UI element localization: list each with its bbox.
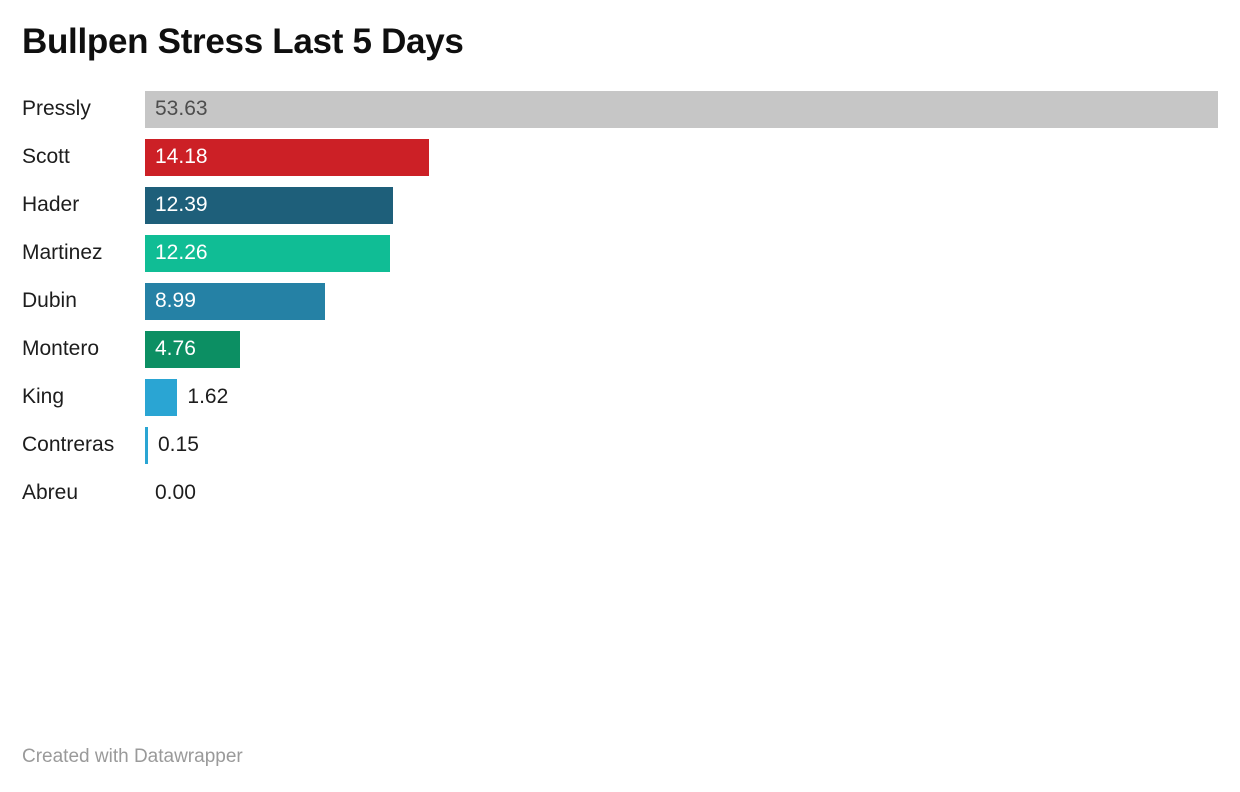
bar: 14.18	[145, 138, 429, 176]
bar-value: 4.76	[155, 337, 196, 360]
bar-chart-rows: Pressly 53.63 Scott 14.18 Hader 12.39 Martinez…	[0, 85, 1240, 517]
bar: 8.99	[145, 282, 325, 320]
datawrapper-credit: Created with Datawrapper	[22, 746, 243, 767]
bar: 12.26	[145, 234, 391, 272]
bar-label: Pressly	[22, 97, 91, 120]
bar-row: Montero 4.76	[0, 325, 1240, 373]
bar-row: Scott 14.18	[0, 133, 1240, 181]
bar-value: 14.18	[155, 145, 208, 168]
bar-track: 0.00	[145, 475, 1218, 512]
bar-label: Martinez	[22, 241, 103, 264]
bar: 53.63	[145, 90, 1218, 128]
bar-row: Dubin 8.99	[0, 277, 1240, 325]
bar-value: 8.99	[155, 289, 196, 312]
bar-row: Contreras 0.15	[0, 421, 1240, 469]
bar-track: 8.99	[145, 282, 1218, 320]
bar-value: 0.00	[155, 481, 196, 504]
bar-row: King 1.62	[0, 373, 1240, 421]
bar-value: 12.39	[155, 193, 208, 216]
bar-label: Dubin	[22, 289, 77, 312]
bar-track: 12.26	[145, 234, 1218, 272]
bar-row: Hader 12.39	[0, 181, 1240, 229]
bar-track: 4.76	[145, 330, 1218, 368]
bar: 4.76	[145, 330, 241, 368]
bar-track: 53.63	[145, 90, 1218, 128]
bar: 12.39	[145, 186, 393, 224]
bar-track: 0.15	[145, 426, 1218, 464]
bar-track: 1.62	[145, 378, 1218, 416]
bar-track: 14.18	[145, 138, 1218, 176]
bar-label: King	[22, 385, 65, 408]
bar-value: 53.63	[155, 97, 208, 120]
bar-label: Contreras	[22, 433, 115, 456]
bar-label: Hader	[22, 193, 80, 216]
bar-row: Martinez 12.26	[0, 229, 1240, 277]
bar-row: Abreu 0.00	[0, 469, 1240, 517]
bar-value: 0.15	[158, 433, 199, 456]
bar-track: 12.39	[145, 186, 1218, 224]
chart-title: Bullpen Stress Last 5 Days	[22, 22, 464, 61]
bar-row: Pressly 53.63	[0, 85, 1240, 133]
bar-label: Abreu	[22, 481, 79, 504]
bar	[145, 378, 178, 416]
bar-value: 1.62	[187, 385, 229, 408]
bar	[145, 426, 148, 464]
bar-label: Montero	[22, 337, 100, 360]
bar-value: 12.26	[155, 241, 208, 264]
bar-label: Scott	[22, 145, 70, 168]
